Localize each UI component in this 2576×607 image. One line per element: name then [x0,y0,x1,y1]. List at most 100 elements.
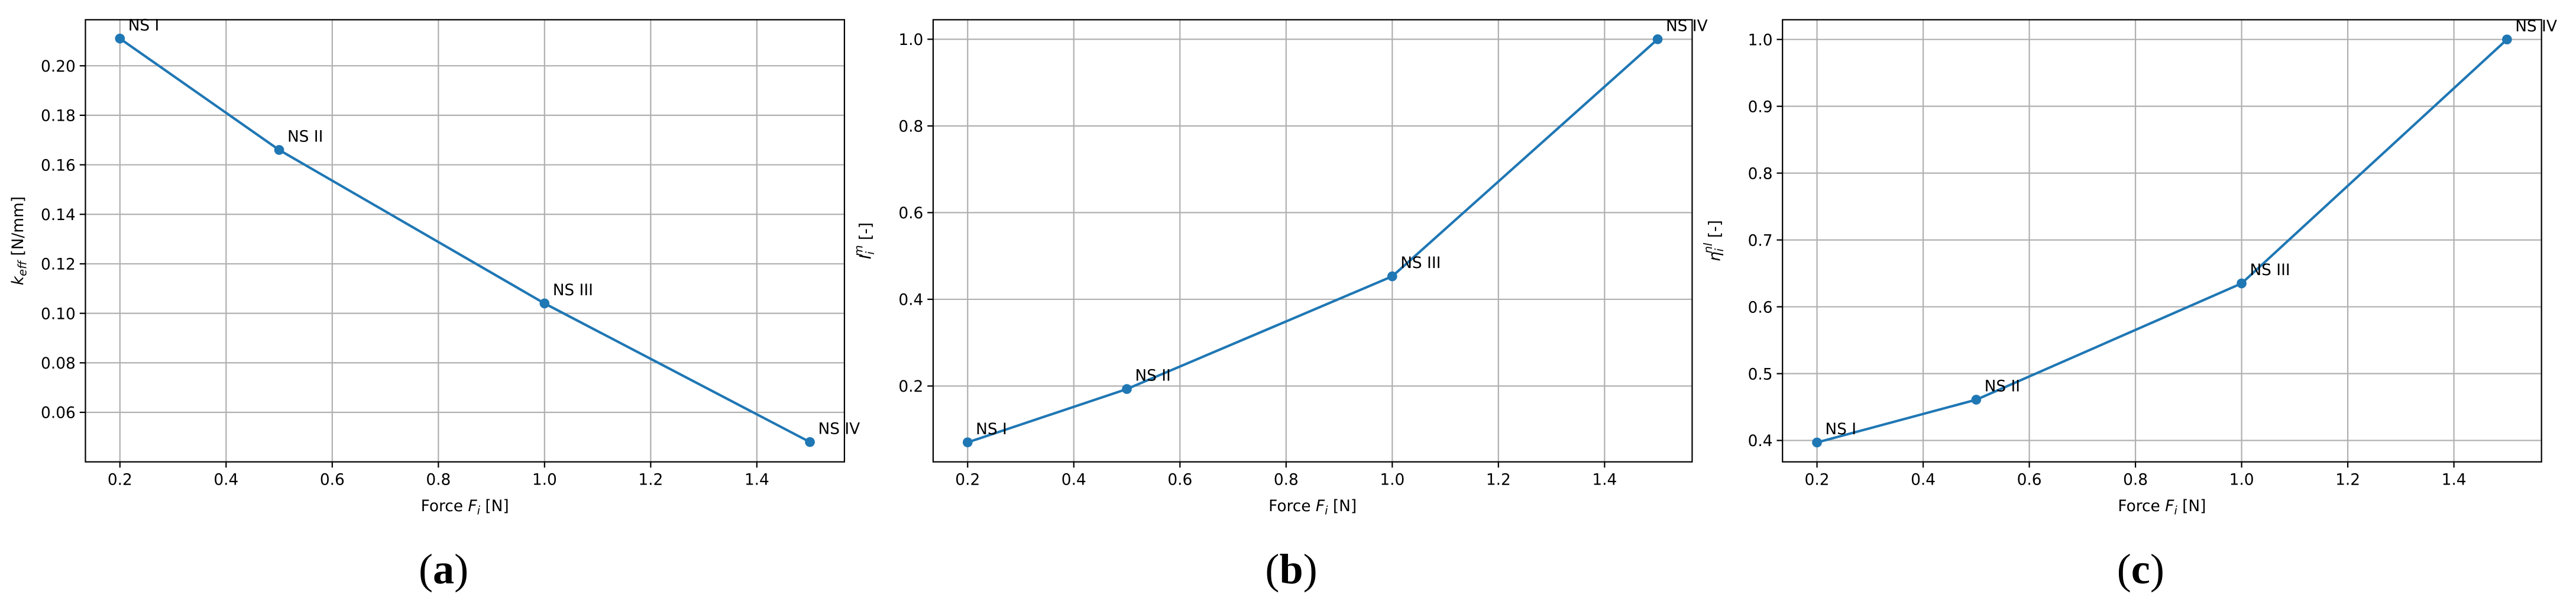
x-tick-label: 1.0 [532,472,557,489]
data-point [1652,34,1663,44]
caption-letter: a [433,545,454,593]
x-tick-label: 0.4 [213,472,238,489]
x-label-unit: [N] [480,498,509,515]
y-tick-label: 0.6 [898,205,923,222]
series-line [1816,38,2508,444]
point-label: NS III [553,282,593,299]
plot-frame [932,19,1693,463]
caption-close: ) [2150,545,2164,593]
data-point [805,437,815,447]
y-label-sub: eff [15,260,29,276]
y-label-sub: i [1713,248,1726,251]
x-tick-label: 0.4 [1062,472,1086,489]
caption-close: ) [454,545,468,593]
y-axis-label: keff [N/mm] [9,196,30,285]
data-point [539,298,550,309]
y-tick-label: 0.4 [1748,432,1773,450]
point-label: NS IV [818,420,860,438]
data-point [2237,278,2247,289]
point-label: NS I [976,421,1007,438]
y-tick-label: 0.06 [41,405,76,422]
x-tick-label: 1.0 [2229,472,2254,489]
x-tick-label: 1.4 [745,472,769,489]
x-tick-label: 0.8 [426,472,451,489]
x-label-unit: [N] [1328,498,1357,515]
x-label-text: Force [421,498,468,515]
y-tick-label: 1.0 [898,31,923,49]
x-axis-label: Force Fi [N] [421,498,509,518]
point-label: NS IV [1666,17,1708,35]
x-label-sub: i [1325,504,1328,518]
y-tick-label: 0.8 [1748,165,1773,183]
x-tick-label: 0.2 [1805,472,1830,489]
x-tick-label: 1.2 [638,472,663,489]
y-tick-label: 0.08 [41,355,76,373]
y-tick-label: 0.8 [898,118,923,136]
x-tick-label: 0.2 [955,472,980,489]
point-label: NS I [128,17,160,34]
caption-close: ) [1303,545,1318,593]
x-tick-label: 1.4 [2442,472,2467,489]
data-point [1387,271,1397,282]
x-label-text: Force [1268,498,1316,515]
x-tick-label: 0.4 [1911,472,1936,489]
y-label-var: k [9,275,27,285]
y-tick-label: 0.18 [41,108,76,125]
x-tick-label: 0.2 [108,472,132,489]
data-point [2501,34,2512,45]
data-point [1812,437,1822,448]
x-label-sub: i [477,504,481,518]
caption-letter: b [1279,545,1303,593]
x-label-var: F [468,498,477,515]
x-tick-label: 0.6 [1167,472,1192,489]
y-axis-label: ηinl [-] [1701,220,1726,261]
point-label: NS II [1135,367,1170,385]
x-tick-label: 0.6 [2017,472,2042,489]
y-tick-label: 0.7 [1748,232,1773,250]
data-point [1122,384,1132,394]
plot-frame [1782,19,2542,463]
panel: 0.2 0.4 0.6 0.8 1.0 1.2 1.4 0.06 0.08 0.10 0.12 0.1… [9,17,860,593]
data-point [115,33,125,44]
y-axis-label: Iim [-] [852,222,876,259]
data-point [274,145,284,155]
x-axis-label: Force Fi [N] [1268,498,1357,518]
y-tick-label: 0.10 [41,305,76,323]
series-line [119,37,811,444]
y-tick-label: 1.0 [1748,31,1773,49]
point-label: NS IV [2515,18,2557,35]
x-tick-label: 1.2 [2335,472,2360,489]
x-label-unit: [N] [2177,498,2206,515]
y-tick-label: 0.20 [41,58,76,76]
panel-caption: (a) [419,545,468,593]
y-label-var: I [857,254,875,259]
y-tick-label: 0.12 [41,256,76,274]
caption-letter: c [2131,545,2150,593]
x-tick-label: 0.6 [320,472,345,489]
x-tick-label: 0.8 [2123,472,2148,489]
y-tick-label: 0.2 [898,378,923,396]
panel: 0.2 0.4 0.6 0.8 1.0 1.2 1.4 0.2 0.4 0.6 0.8 1.0 NS I… [852,17,1707,593]
x-tick-label: 1.0 [1380,472,1404,489]
data-point [1971,395,1982,405]
panel: 0.2 0.4 0.6 0.8 1.0 1.2 1.4 0.4 0.5 0.6 0.7 0.8 0.9 1… [1701,18,2557,593]
y-tick-label: 0.16 [41,157,76,175]
y-label-unit: [-] [1707,220,1724,243]
y-tick-label: 0.4 [898,292,923,309]
y-label-sub: i [863,251,877,254]
y-label-sup: m [852,245,865,256]
x-tick-label: 1.4 [1592,472,1617,489]
panel-caption: (b) [1265,545,1317,593]
point-label: NS II [287,128,323,146]
y-label-sup: nl [1701,243,1715,253]
x-tick-label: 1.2 [1486,472,1511,489]
point-label: NS III [1400,254,1441,272]
x-tick-label: 0.8 [1274,472,1299,489]
caption-open: ( [419,545,433,593]
data-point [962,437,973,448]
series-line [967,38,1659,444]
y-tick-label: 0.9 [1748,98,1773,116]
point-label: NS I [1825,421,1856,438]
